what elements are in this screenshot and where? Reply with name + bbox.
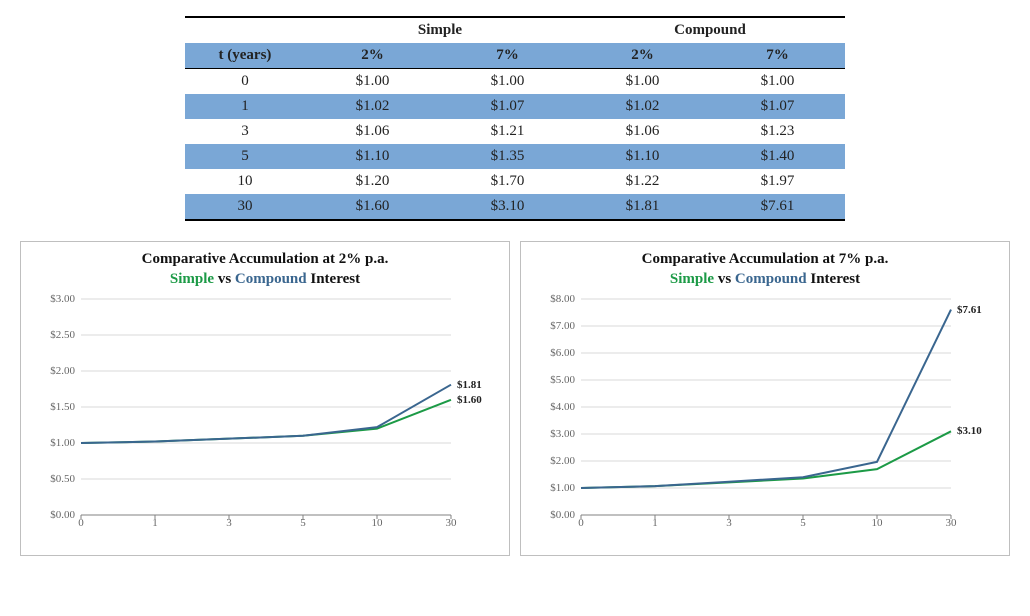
table-row: 3$1.06$1.21$1.06$1.23 [185,119,845,144]
table-cell: $1.00 [710,69,845,95]
table-cell: $1.70 [440,169,575,194]
table-cell: $1.22 [575,169,710,194]
series-line-compound [81,385,451,443]
row-header-label: t (years) [185,43,305,69]
table-cell: 1 [185,94,305,119]
table-cell: 10 [185,169,305,194]
table-cell: $1.07 [440,94,575,119]
group-header-simple: Simple [305,17,575,43]
series-end-label-compound: $7.61 [957,304,982,316]
legend-simple-word: Simple [670,271,714,287]
chart-title-line2: Simple vs Compound Interest [35,270,495,290]
legend-simple-word: Simple [170,271,214,287]
table-cell: $1.02 [305,94,440,119]
table-cell: $1.00 [305,69,440,95]
chart-svg [35,295,495,535]
plot-zone-left: $0.00$0.50$1.00$1.50$2.00$2.50$3.0001351… [35,295,495,535]
table-cell: $1.23 [710,119,845,144]
series-end-label-simple: $1.60 [457,394,482,406]
table-cell: $1.35 [440,144,575,169]
table-cell: $1.20 [305,169,440,194]
table-cell: 30 [185,194,305,220]
table-cell: 5 [185,144,305,169]
chart-title: Comparative Accumulation at 2% p.a. Simp… [35,250,495,289]
table-cell: $1.60 [305,194,440,220]
table-body: 0$1.00$1.00$1.00$1.001$1.02$1.07$1.02$1.… [185,69,845,221]
col-header: 2% [575,43,710,69]
table-row: 0$1.00$1.00$1.00$1.00 [185,69,845,95]
table-cell: $1.02 [575,94,710,119]
table-cell: $1.06 [305,119,440,144]
chart-title-line1: Comparative Accumulation at 7% p.a. [535,250,995,270]
chart-svg [535,295,995,535]
table-row: 10$1.20$1.70$1.22$1.97 [185,169,845,194]
group-header-compound: Compound [575,17,845,43]
table-cell: $1.21 [440,119,575,144]
table-cell: 0 [185,69,305,95]
chart-title: Comparative Accumulation at 7% p.a. Simp… [535,250,995,289]
table-cell: $1.10 [305,144,440,169]
table-cell: $7.61 [710,194,845,220]
series-end-label-simple: $3.10 [957,425,982,437]
table-cell: $1.06 [575,119,710,144]
table-row: 30$1.60$3.10$1.81$7.61 [185,194,845,220]
table-cell: $1.40 [710,144,845,169]
table-cell: $1.10 [575,144,710,169]
chart-2pct: Comparative Accumulation at 2% p.a. Simp… [20,241,510,556]
chart-title-line1: Comparative Accumulation at 2% p.a. [35,250,495,270]
interest-table: Simple Compound t (years) 2% 7% 2% 7% 0$… [185,16,845,221]
table-cell: $1.07 [710,94,845,119]
col-header: 7% [710,43,845,69]
legend-compound-word: Compound [735,271,807,287]
col-header: 7% [440,43,575,69]
plot-zone-right: $0.00$1.00$2.00$3.00$4.00$5.00$6.00$7.00… [535,295,995,535]
table-cell: $1.00 [575,69,710,95]
table-row: 5$1.10$1.35$1.10$1.40 [185,144,845,169]
table-cell: $1.00 [440,69,575,95]
table-cell: 3 [185,119,305,144]
legend-compound-word: Compound [235,271,307,287]
series-end-label-compound: $1.81 [457,379,482,391]
chart-title-line2: Simple vs Compound Interest [535,270,995,290]
table-cell: $1.81 [575,194,710,220]
col-header: 2% [305,43,440,69]
chart-7pct: Comparative Accumulation at 7% p.a. Simp… [520,241,1010,556]
table-cell: $1.97 [710,169,845,194]
table-cell: $3.10 [440,194,575,220]
table-row: 1$1.02$1.07$1.02$1.07 [185,94,845,119]
